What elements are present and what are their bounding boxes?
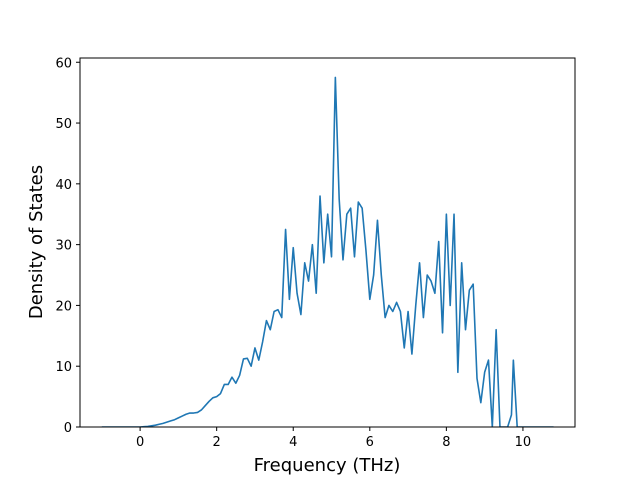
x-tick-label: 4 xyxy=(289,435,297,450)
y-tick-label: 50 xyxy=(55,117,72,132)
x-axis-label: Frequency (THz) xyxy=(254,455,401,476)
x-tick-label: 10 xyxy=(515,435,532,450)
x-tick-label: 8 xyxy=(442,435,450,450)
y-tick-label: 10 xyxy=(55,360,72,375)
x-tick-label: 0 xyxy=(136,435,144,450)
y-tick-label: 20 xyxy=(55,299,72,314)
y-tick-label: 30 xyxy=(55,239,72,254)
y-tick-label: 0 xyxy=(64,421,72,436)
y-axis-label: Density of States xyxy=(26,165,47,319)
x-tick-label: 6 xyxy=(366,435,374,450)
plot-frame xyxy=(79,57,576,428)
y-tick-label: 40 xyxy=(55,178,72,193)
y-tick-label: 60 xyxy=(55,56,72,71)
x-tick-label: 2 xyxy=(213,435,221,450)
line xyxy=(101,76,554,427)
